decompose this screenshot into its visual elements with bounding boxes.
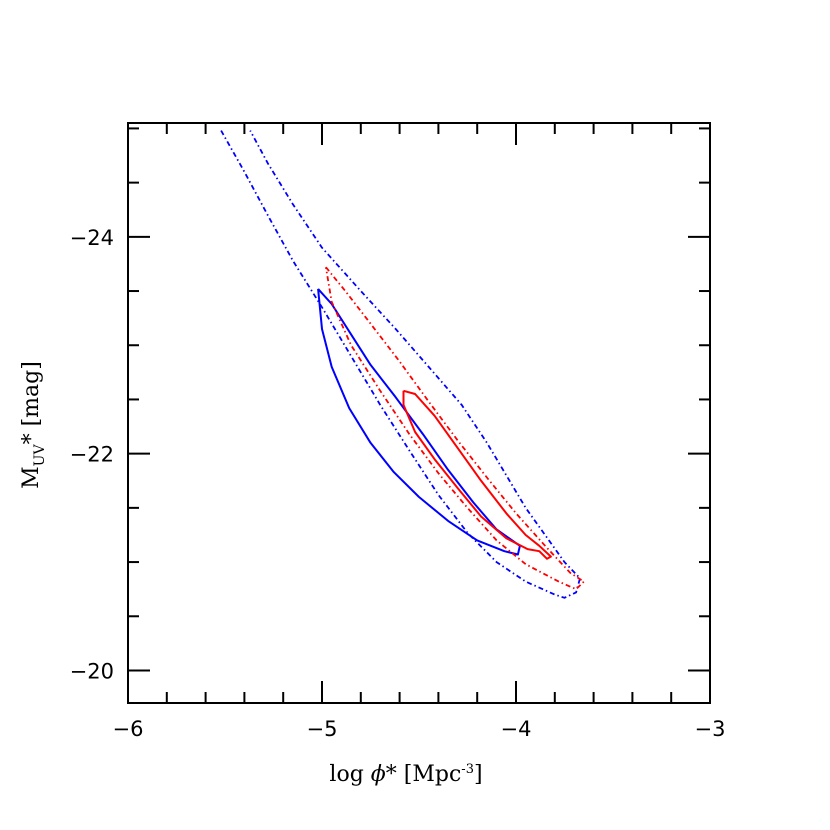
y-tick-label: −20 [70, 659, 114, 683]
x-tick-label: −3 [695, 717, 726, 741]
x-tick-label: −4 [501, 717, 532, 741]
tick-labels: −6 −5 −4 −3 −24 −22 −20 [70, 226, 726, 741]
contour-lines [220, 130, 585, 599]
red-solid-contour [402, 389, 552, 560]
red-dash-dot-contour [325, 266, 585, 591]
x-tick-label: −6 [113, 717, 144, 741]
axis-ticks [127, 123, 711, 703]
plot-frame [127, 122, 711, 704]
y-axis-label: MUV* [mag] [19, 361, 48, 489]
y-tick-label: −24 [70, 226, 114, 250]
y-tick-label: −22 [70, 443, 114, 467]
x-axis-label: log ϕ* [Mpc-3] [329, 762, 482, 787]
x-tick-label: −5 [307, 717, 338, 741]
blue-solid-contour [317, 288, 521, 556]
blue-dash-dot-contour [220, 130, 581, 599]
